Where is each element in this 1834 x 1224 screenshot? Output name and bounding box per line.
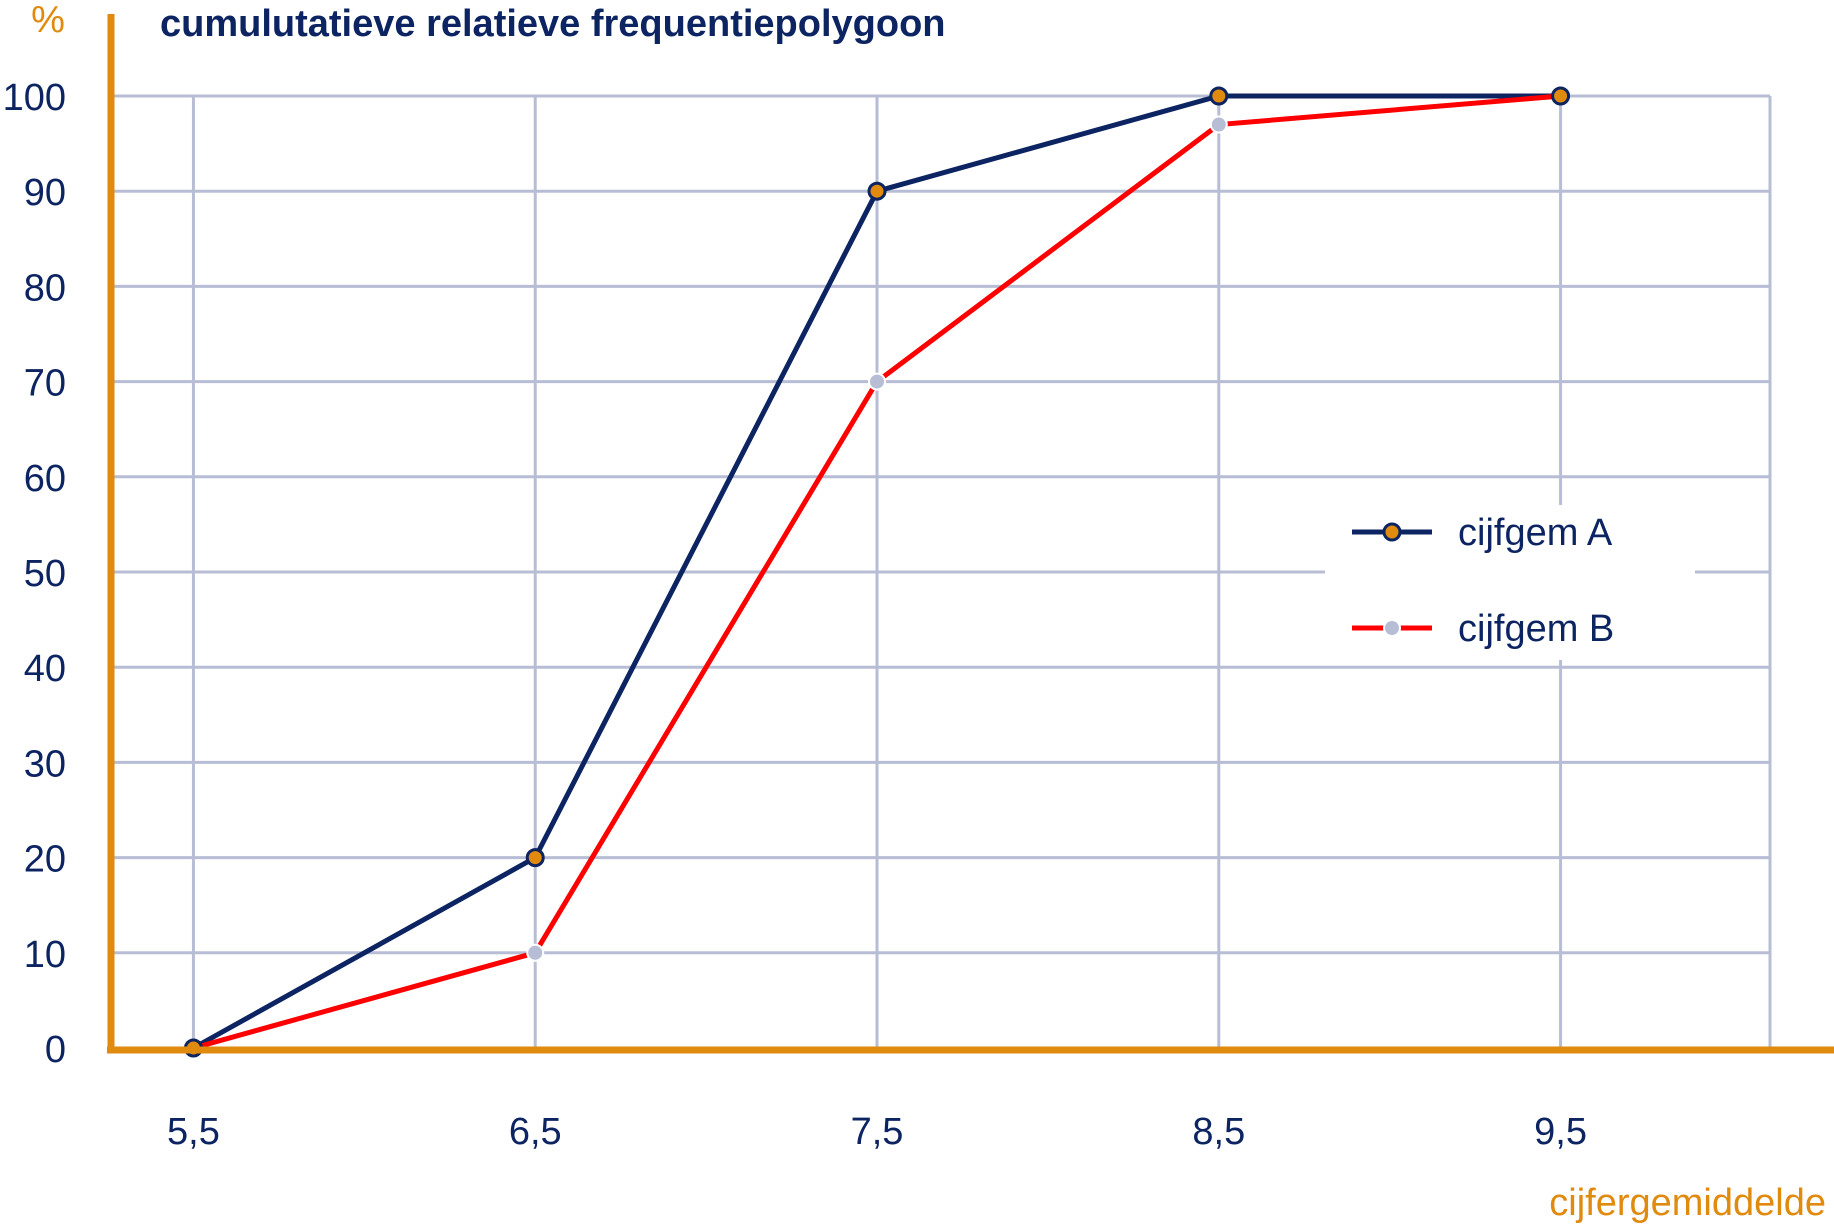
- chart-title: cumulutatieve relatieve frequentiepolygo…: [160, 3, 946, 45]
- data-point-a: [525, 848, 545, 868]
- y-axis-label: %: [31, 0, 65, 41]
- y-tick-label: 30: [24, 743, 66, 785]
- data-point-a: [867, 181, 887, 201]
- data-point-a: [1551, 86, 1571, 106]
- y-tick-label: 50: [24, 553, 66, 595]
- legend-swatch-marker: [1382, 522, 1402, 542]
- legend-label: cijfgem B: [1458, 608, 1614, 650]
- y-tick-label: 10: [24, 934, 66, 976]
- y-tick-label: 90: [24, 172, 66, 214]
- axes: [107, 14, 1834, 1054]
- x-tick-label: 6,5: [509, 1111, 562, 1153]
- y-tick-label: 80: [24, 267, 66, 309]
- legend: cijfgem A cijfgem B: [1325, 505, 1695, 660]
- data-point-b: [868, 372, 887, 391]
- data-point-b: [1209, 115, 1228, 134]
- tick-labels: 0 10 20 30 40 50 60 70 80 90 100 5,5 6,5 7,5 8,5 9,5: [3, 77, 1587, 1153]
- x-tick-label: 5,5: [167, 1111, 220, 1153]
- series-layer: [183, 86, 1571, 1058]
- y-tick-label: 70: [24, 363, 66, 405]
- y-tick-label: 100: [3, 77, 66, 119]
- data-point-b: [526, 943, 545, 962]
- y-tick-label: 0: [45, 1029, 66, 1071]
- legend-swatch-marker: [1383, 619, 1401, 637]
- y-tick-label: 60: [24, 458, 66, 500]
- grid: [108, 94, 1772, 1048]
- y-tick-label: 20: [24, 839, 66, 881]
- x-axis-label: cijfergemiddelde: [1549, 1182, 1826, 1224]
- x-tick-label: 8,5: [1192, 1111, 1245, 1153]
- legend-label: cijfgem A: [1458, 512, 1613, 554]
- x-tick-label: 7,5: [851, 1111, 904, 1153]
- data-point-a: [1209, 86, 1229, 106]
- x-tick-label: 9,5: [1534, 1111, 1587, 1153]
- y-tick-label: 40: [24, 648, 66, 690]
